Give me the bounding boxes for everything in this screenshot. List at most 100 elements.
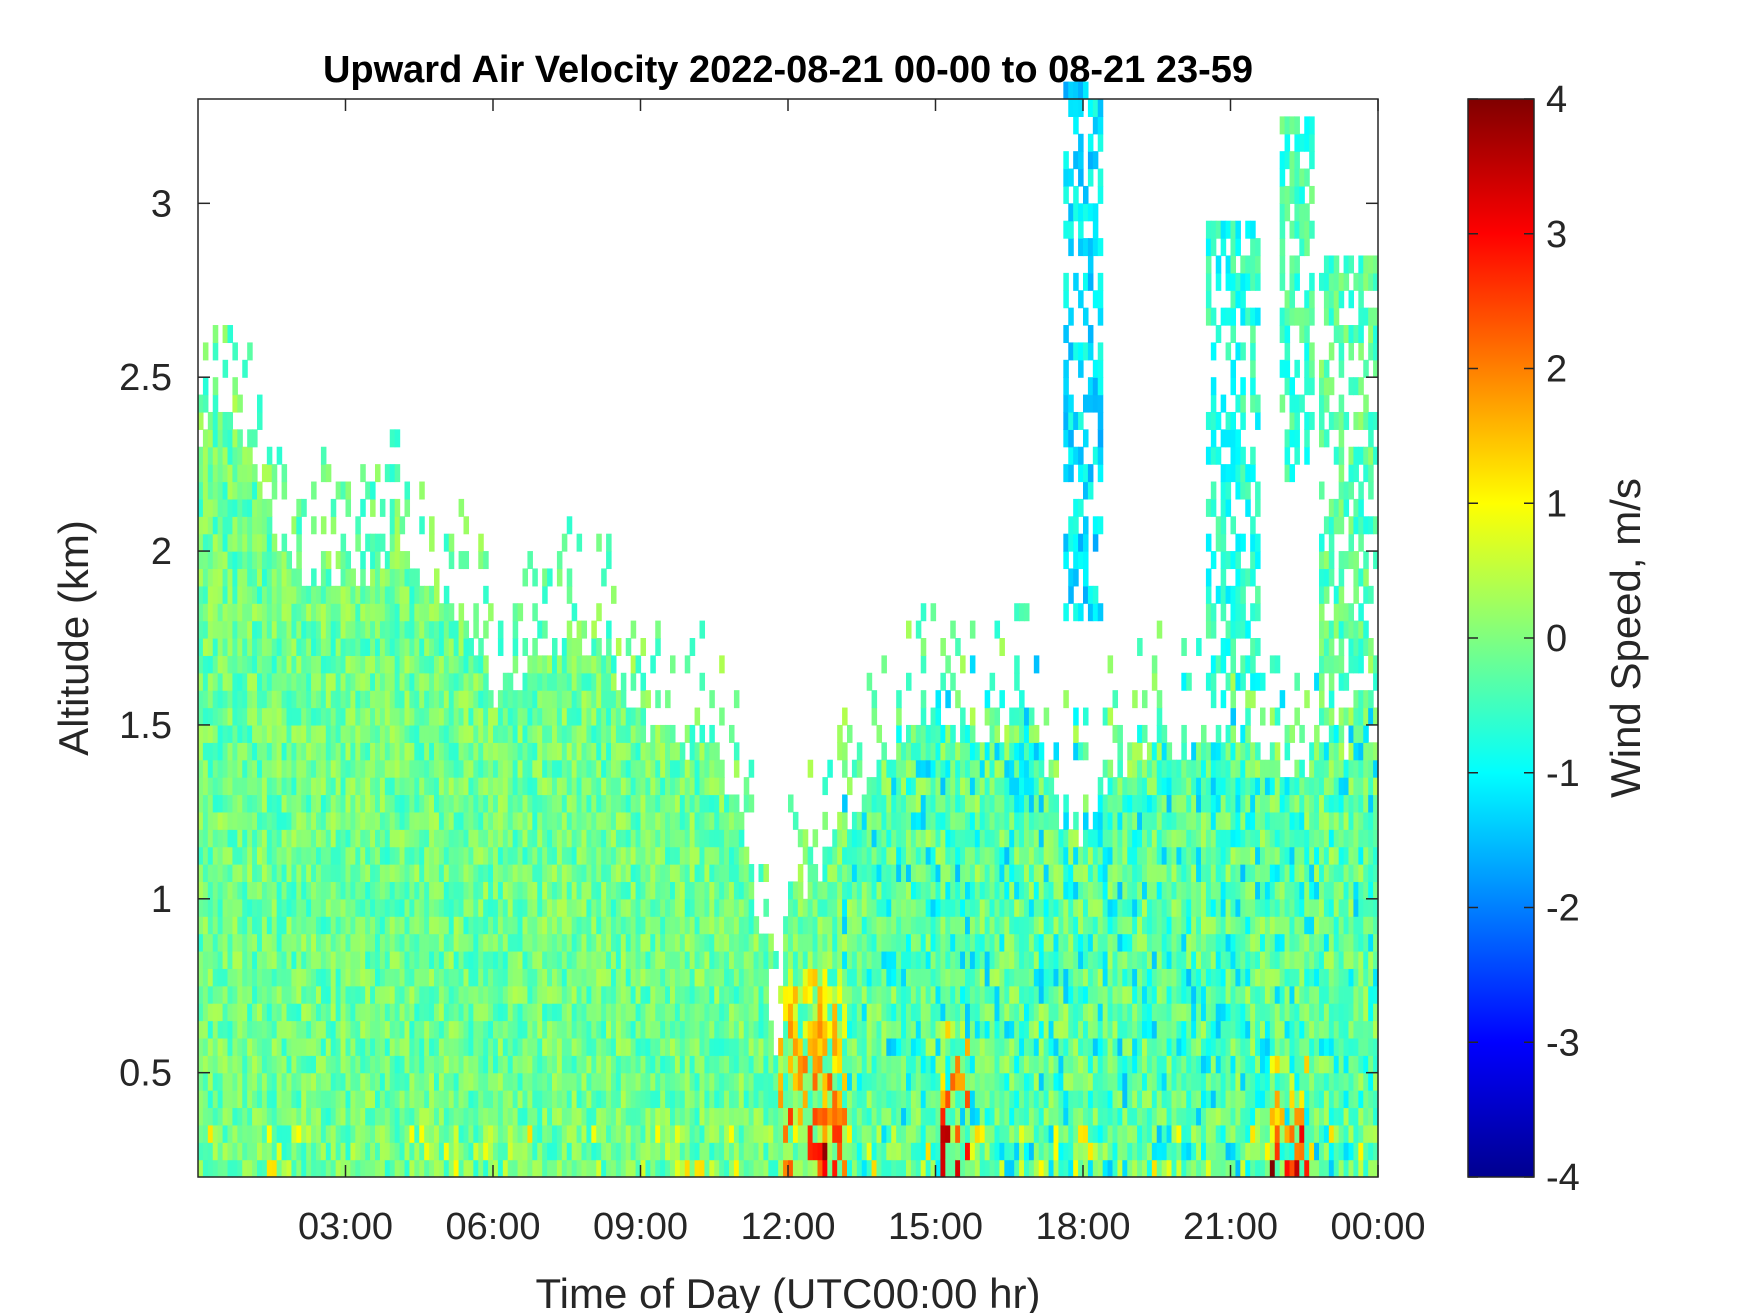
heatmap-cell [724,794,730,813]
heatmap-cell [384,1037,391,1056]
heatmap-cell [488,603,494,622]
heatmap-cell [419,794,425,813]
heatmap-cell [330,881,337,900]
heatmap-cell [950,620,956,639]
heatmap-cell [615,1003,622,1022]
heatmap-cell [325,585,332,604]
heatmap-cell [286,1124,293,1143]
heatmap-cell [316,1159,322,1178]
heatmap-cell [748,1037,755,1056]
heatmap-cell [340,985,347,1004]
heatmap-cell [679,985,686,1004]
heatmap-cell [635,916,642,935]
heatmap-cell [940,1142,946,1161]
heatmap-cell [212,585,219,604]
heatmap-cell [1004,759,1010,778]
heatmap-cell [257,1037,263,1056]
heatmap-cell [719,933,725,952]
heatmap-cell [655,794,661,813]
heatmap-cell [384,1124,391,1143]
heatmap-cell [198,603,204,622]
heatmap-cell [586,916,592,935]
heatmap-cell [625,933,632,952]
heatmap-cell [532,829,538,848]
heatmap-cell [994,742,1001,761]
heatmap-cell [871,846,878,865]
heatmap-cell [674,864,681,883]
heatmap-cell [473,655,479,674]
heatmap-cell [512,933,519,952]
heatmap-cell [443,916,450,935]
heatmap-cell [630,672,637,691]
heatmap-cell [542,655,548,674]
heatmap-cell [217,1037,224,1056]
heatmap-cell [650,829,656,848]
heatmap-cell [1004,1055,1010,1074]
heatmap-cell [291,916,297,935]
heatmap-cell [202,585,209,604]
heatmap-cell [527,829,533,848]
heatmap-cell [871,881,878,900]
heatmap-cell [876,794,883,813]
heatmap-cell [316,881,322,900]
heatmap-cell [871,1055,878,1074]
heatmap-cell [699,1159,706,1178]
heatmap-cell [497,968,504,987]
heatmap-cell [271,864,278,883]
heatmap-cell [620,950,627,969]
heatmap-cell [207,516,214,535]
heatmap-cell [601,1072,607,1091]
heatmap-cell [424,829,430,848]
heatmap-cell [861,1142,868,1161]
heatmap-cell [729,1003,735,1022]
heatmap-cell [984,759,991,778]
heatmap-cell [345,933,352,952]
heatmap-cell [714,1055,720,1074]
heatmap-cell [566,1142,573,1161]
heatmap-cell [340,1072,347,1091]
heatmap-cell [306,985,312,1004]
heatmap-cell [370,759,376,778]
heatmap-cell [355,777,361,796]
heatmap-cell [217,481,224,500]
heatmap-cell [202,1020,209,1039]
heatmap-cell [896,881,902,900]
heatmap-cell [242,881,248,900]
heatmap-cell [311,1107,317,1126]
heatmap-cell [960,881,966,900]
heatmap-cell [414,1055,420,1074]
heatmap-cell [360,1037,366,1056]
heatmap-cell [866,846,873,865]
heatmap-cell [665,724,671,743]
heatmap-cell [202,620,209,639]
heatmap-cell [414,638,420,656]
heatmap-cell [891,777,897,796]
heatmap-cell [360,777,366,796]
heatmap-cell [355,1159,361,1178]
heatmap-cell [296,1037,302,1056]
heatmap-cell [222,1107,229,1126]
heatmap-cell [497,1072,504,1091]
heatmap-cell [311,759,317,778]
heatmap-cell [375,655,381,674]
heatmap-cell [797,1124,804,1143]
heatmap-cell [537,846,543,865]
heatmap-cell [689,916,696,935]
heatmap-cell [375,864,381,883]
heatmap-cell [591,638,597,656]
heatmap-cell [266,829,273,848]
heatmap-cell [473,1159,479,1178]
heatmap-cell [394,1003,401,1022]
heatmap-cell [271,777,278,796]
heatmap-cell [360,724,366,743]
heatmap-cell [591,724,597,743]
heatmap-cell [207,533,214,552]
heatmap-cell [620,1090,627,1109]
heatmap-cell [414,1142,420,1161]
heatmap-cell [252,846,258,865]
heatmap-cell [876,864,883,883]
heatmap-cell [532,1055,538,1074]
heatmap-cell [650,794,656,813]
heatmap-cell [689,811,696,830]
heatmap-cell [851,898,858,917]
